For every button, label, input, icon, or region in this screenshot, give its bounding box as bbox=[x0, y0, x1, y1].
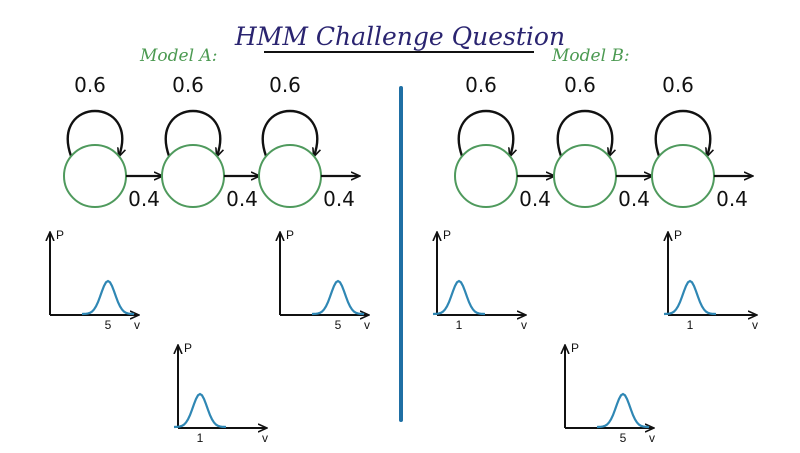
emission-curve bbox=[663, 279, 717, 316]
emission-y-label: P bbox=[286, 228, 294, 242]
emission-x-label: v bbox=[134, 318, 140, 332]
self-transition-prob: 0.6 bbox=[662, 73, 694, 97]
emission-peak-label: 5 bbox=[335, 318, 342, 332]
emission-curve bbox=[81, 279, 135, 316]
emission-y-label: P bbox=[674, 228, 682, 242]
emission-x-label: v bbox=[262, 431, 268, 445]
emission-x-label: v bbox=[752, 318, 758, 332]
self-loop-arrow bbox=[261, 109, 317, 156]
state-circle bbox=[63, 144, 127, 208]
next-transition-prob: 0.4 bbox=[716, 187, 748, 211]
self-transition-prob: 0.6 bbox=[74, 73, 106, 97]
state-circle bbox=[454, 144, 518, 208]
self-loop-arrow bbox=[654, 109, 710, 156]
state-circle bbox=[161, 144, 225, 208]
model-a-label: Model A: bbox=[140, 46, 218, 66]
emission-curve bbox=[596, 392, 650, 429]
next-transition-prob: 0.4 bbox=[618, 187, 650, 211]
self-loop-arrow bbox=[66, 109, 122, 156]
self-transition-prob: 0.6 bbox=[172, 73, 204, 97]
emission-y-label: P bbox=[571, 341, 579, 355]
emission-x-label: v bbox=[364, 318, 370, 332]
self-transition-prob: 0.6 bbox=[269, 73, 301, 97]
emission-x-label: v bbox=[649, 431, 655, 445]
self-transition-prob: 0.6 bbox=[564, 73, 596, 97]
emission-peak-label: 5 bbox=[105, 318, 112, 332]
emission-x-label: v bbox=[521, 318, 527, 332]
emission-peak-label: 5 bbox=[620, 431, 627, 445]
emission-peak-label: 1 bbox=[197, 431, 204, 445]
state-circle bbox=[258, 144, 322, 208]
state-circle bbox=[651, 144, 715, 208]
next-transition-prob: 0.4 bbox=[128, 187, 160, 211]
model-b-label: Model B: bbox=[552, 46, 630, 66]
emission-y-label: P bbox=[184, 341, 192, 355]
emission-peak-label: 1 bbox=[456, 318, 463, 332]
emission-peak-label: 1 bbox=[687, 318, 694, 332]
self-transition-prob: 0.6 bbox=[465, 73, 497, 97]
self-loop-arrow bbox=[164, 109, 220, 156]
emission-y-label: P bbox=[443, 228, 451, 242]
emission-curve bbox=[311, 279, 365, 316]
emission-curve bbox=[432, 279, 486, 316]
self-loop-arrow bbox=[457, 109, 513, 156]
next-transition-prob: 0.4 bbox=[226, 187, 258, 211]
next-transition-prob: 0.4 bbox=[323, 187, 355, 211]
self-loop-arrow bbox=[556, 109, 612, 156]
emission-y-label: P bbox=[56, 228, 64, 242]
emission-curve bbox=[173, 392, 227, 429]
state-circle bbox=[553, 144, 617, 208]
title-underline bbox=[264, 51, 534, 53]
next-transition-prob: 0.4 bbox=[519, 187, 551, 211]
diagram-title: HMM Challenge Question bbox=[234, 22, 566, 51]
